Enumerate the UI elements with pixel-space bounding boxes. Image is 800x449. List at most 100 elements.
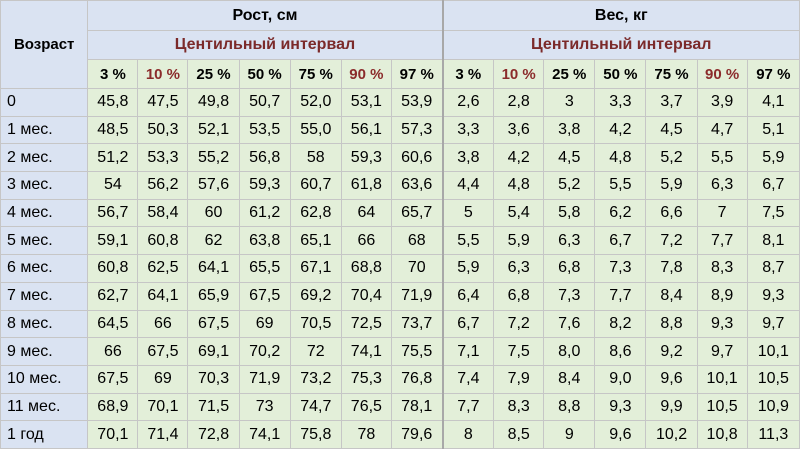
weight-value-cell: 9,2	[645, 337, 698, 366]
age-cell: 5 мес.	[0, 226, 89, 256]
height-value-cell: 65,5	[238, 254, 291, 283]
height-value-cell: 70,1	[87, 420, 139, 449]
height-value-cell: 70,2	[238, 337, 291, 366]
height-value-cell: 71,9	[238, 364, 291, 394]
weight-value-cell: 7	[696, 198, 748, 228]
weight-value-cell: 7,7	[441, 392, 495, 422]
height-value-cell: 70,3	[187, 364, 240, 394]
weight-pct-3: 3 %	[441, 59, 495, 89]
weight-value-cell: 5,2	[543, 171, 596, 200]
age-cell: 3 мес.	[0, 171, 89, 200]
table-row: 4 мес. 56,7 58,4 60 61,2 62,8 64 65,7 5 5,4 5,8 6,2…	[0, 198, 800, 228]
height-value-cell: 65,1	[289, 226, 342, 256]
table-row: 1 год 70,1 71,4 72,8 74,1 75,8 78 79,6 8 8,5 9 9,6 1…	[0, 420, 800, 449]
weight-value-cell: 9,6	[594, 420, 647, 449]
table-row: 8 мес. 64,5 66 67,5 69 70,5 72,5 73,7 6,7 7,2 7,6 8…	[0, 309, 800, 339]
weight-value-cell: 3,6	[493, 115, 545, 145]
weight-value-cell: 7,3	[594, 254, 647, 283]
weight-centile-label: Центильный интервал	[441, 30, 800, 60]
height-value-cell: 55,0	[289, 115, 342, 145]
age-cell: 6 мес.	[0, 254, 89, 283]
height-value-cell: 49,8	[187, 88, 240, 117]
height-value-cell: 64,5	[87, 309, 139, 339]
height-value-cell: 72,8	[187, 420, 240, 449]
weight-value-cell: 5,1	[746, 115, 800, 145]
height-value-cell: 78,1	[390, 392, 444, 422]
table-body: 0 45,8 47,5 49,8 50,7 52,0 53,1 53,9 2,6 2,8 3 3,3 3…	[0, 88, 800, 449]
weight-value-cell: 9,3	[594, 392, 647, 422]
height-pct-90: 90 %	[340, 59, 392, 89]
height-value-cell: 66	[87, 337, 139, 366]
weight-value-cell: 7,1	[441, 337, 495, 366]
height-value-cell: 75,8	[289, 420, 342, 449]
height-value-cell: 67,1	[289, 254, 342, 283]
weight-value-cell: 10,1	[746, 337, 800, 366]
height-value-cell: 52,1	[187, 115, 240, 145]
weight-value-cell: 4,5	[543, 143, 596, 173]
weight-value-cell: 4,8	[594, 143, 647, 173]
height-value-cell: 79,6	[390, 420, 444, 449]
height-value-cell: 68,9	[87, 392, 139, 422]
height-pct-3: 3 %	[87, 59, 139, 89]
weight-pct-75: 75 %	[645, 59, 698, 89]
height-value-cell: 57,6	[187, 171, 240, 200]
height-value-cell: 48,5	[87, 115, 139, 145]
table-row: 0 45,8 47,5 49,8 50,7 52,0 53,1 53,9 2,6 2,8 3 3,3 3…	[0, 88, 800, 117]
height-value-cell: 60,7	[289, 171, 342, 200]
weight-value-cell: 5,2	[645, 143, 698, 173]
height-value-cell: 62,8	[289, 198, 342, 228]
height-value-cell: 71,5	[187, 392, 240, 422]
table-row: 1 мес. 48,5 50,3 52,1 53,5 55,0 56,1 57,3 3,3 3,6…	[0, 115, 800, 145]
weight-value-cell: 4,1	[746, 88, 800, 117]
height-value-cell: 53,1	[340, 88, 392, 117]
weight-value-cell: 5,9	[645, 171, 698, 200]
weight-value-cell: 6,6	[645, 198, 698, 228]
weight-value-cell: 7,2	[493, 309, 545, 339]
height-value-cell: 56,2	[137, 171, 189, 200]
weight-value-cell: 5,8	[543, 198, 596, 228]
weight-value-cell: 4,2	[594, 115, 647, 145]
weight-value-cell: 8,7	[746, 254, 800, 283]
weight-pct-25: 25 %	[543, 59, 596, 89]
weight-value-cell: 3	[543, 88, 596, 117]
height-value-cell: 63,8	[238, 226, 291, 256]
weight-value-cell: 4,4	[441, 171, 495, 200]
height-value-cell: 66	[137, 309, 189, 339]
weight-value-cell: 5,5	[594, 171, 647, 200]
age-cell: 4 мес.	[0, 198, 89, 228]
height-value-cell: 73,2	[289, 364, 342, 394]
weight-pct-50: 50 %	[594, 59, 647, 89]
age-cell: 10 мес.	[0, 364, 89, 394]
weight-value-cell: 6,7	[441, 309, 495, 339]
weight-value-cell: 9,3	[746, 281, 800, 311]
weight-value-cell: 6,4	[441, 281, 495, 311]
height-value-cell: 64	[340, 198, 392, 228]
weight-value-cell: 5,5	[696, 143, 748, 173]
table-row: 2 мес. 51,2 53,3 55,2 56,8 58 59,3 60,6 3,8 4,2 4,…	[0, 143, 800, 173]
weight-value-cell: 4,5	[645, 115, 698, 145]
height-value-cell: 76,5	[340, 392, 392, 422]
weight-value-cell: 8,3	[493, 392, 545, 422]
table-row: 5 мес. 59,1 60,8 62 63,8 65,1 66 68 5,5 5,9 6,3 6,7…	[0, 226, 800, 256]
weight-value-cell: 6,8	[543, 254, 596, 283]
weight-value-cell: 6,3	[543, 226, 596, 256]
weight-value-cell: 5,9	[493, 226, 545, 256]
height-value-cell: 70,4	[340, 281, 392, 311]
table-row: 9 мес. 66 67,5 69,1 70,2 72 74,1 75,5 7,1 7,5 8,0 8…	[0, 337, 800, 366]
weight-value-cell: 9,7	[696, 337, 748, 366]
height-value-cell: 63,6	[390, 171, 444, 200]
height-value-cell: 52,0	[289, 88, 342, 117]
height-value-cell: 51,2	[87, 143, 139, 173]
weight-value-cell: 7,5	[746, 198, 800, 228]
height-value-cell: 69,2	[289, 281, 342, 311]
weight-pct-90: 90 %	[696, 59, 748, 89]
weight-value-cell: 8,2	[594, 309, 647, 339]
height-value-cell: 65,9	[187, 281, 240, 311]
weight-value-cell: 7,4	[441, 364, 495, 394]
weight-value-cell: 8,6	[594, 337, 647, 366]
height-value-cell: 72	[289, 337, 342, 366]
height-value-cell: 47,5	[137, 88, 189, 117]
weight-value-cell: 5,4	[493, 198, 545, 228]
height-value-cell: 71,4	[137, 420, 189, 449]
age-cell: 1 мес.	[0, 115, 89, 145]
